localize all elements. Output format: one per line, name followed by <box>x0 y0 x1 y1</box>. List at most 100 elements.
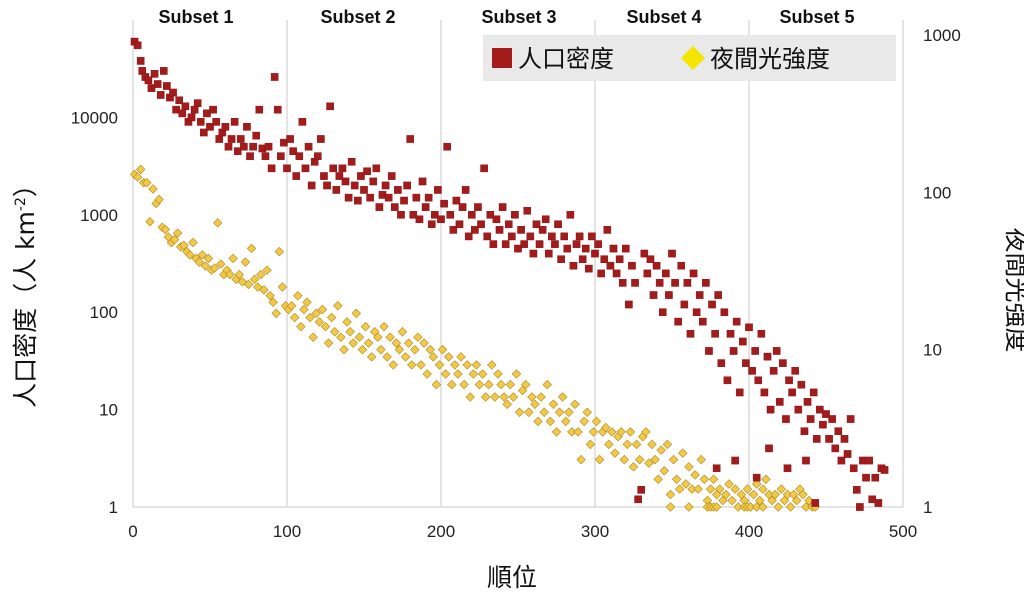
population-point-137 <box>551 240 559 248</box>
population-point-47 <box>273 105 282 114</box>
population-point-45 <box>267 164 276 173</box>
population-point-227 <box>828 415 836 423</box>
population-point-233 <box>846 415 855 423</box>
light-point-176 <box>671 474 682 485</box>
y-left-tick-label-3: 1000 <box>80 206 118 225</box>
light-point-37 <box>243 279 254 290</box>
population-point-66 <box>332 186 341 194</box>
light-point-114 <box>480 392 491 402</box>
population-point-5 <box>144 76 153 85</box>
population-point-168 <box>646 255 655 264</box>
population-point-100 <box>437 215 445 224</box>
light-point-137 <box>551 427 562 437</box>
light-point-48 <box>277 282 288 292</box>
light-point-202 <box>751 479 762 489</box>
x-axis-title: 順位 <box>487 563 537 592</box>
light-point-160 <box>622 439 633 450</box>
population-point-33 <box>230 118 239 126</box>
population-point-99 <box>434 186 442 194</box>
light-point-54 <box>296 321 306 332</box>
population-point-129 <box>526 232 535 241</box>
light-point-155 <box>607 427 617 437</box>
axes: 0 100 200 300 400 500 1 10 100 1000 10000 1 10 100 100… <box>71 26 961 541</box>
population-point-244 <box>880 466 889 474</box>
light-point-153 <box>601 422 611 433</box>
population-point-87 <box>397 210 405 219</box>
light-point-190 <box>715 484 725 494</box>
legend: 人口密度 夜間光強度 <box>483 35 896 81</box>
population-point-148 <box>585 264 593 273</box>
population-point-169 <box>649 291 658 299</box>
light-point-199 <box>742 484 753 494</box>
population-point-55 <box>298 118 307 126</box>
light-point-79 <box>373 332 383 342</box>
y-right-tick-label-2: 100 <box>923 183 951 202</box>
light-point-139 <box>557 392 568 402</box>
light-point-156 <box>610 448 620 458</box>
light-point-5 <box>145 217 155 227</box>
population-point-181 <box>686 330 695 338</box>
population-point-199 <box>742 359 750 367</box>
population-point-85 <box>391 203 399 211</box>
light-point-162 <box>628 462 639 472</box>
population-point-174 <box>665 291 673 299</box>
population-point-161 <box>625 300 633 309</box>
light-point-8 <box>154 194 164 205</box>
population-point-155 <box>606 261 615 270</box>
population-point-32 <box>227 135 236 143</box>
population-point-209 <box>772 347 781 355</box>
light-point-183 <box>693 484 703 494</box>
population-point-74 <box>357 172 365 180</box>
population-point-69 <box>341 177 350 186</box>
light-point-19 <box>188 237 198 248</box>
population-point-206 <box>763 352 772 361</box>
population-point-151 <box>594 240 602 248</box>
light-point-164 <box>634 454 645 465</box>
light-point-150 <box>591 416 602 427</box>
light-point-1 <box>132 172 143 182</box>
population-point-224 <box>819 420 827 429</box>
light-point-125 <box>514 407 525 418</box>
population-point-225 <box>822 410 830 418</box>
population-point-246 <box>765 444 773 453</box>
light-point-180 <box>684 462 694 472</box>
light-point-14 <box>172 228 183 238</box>
population-point-186 <box>702 279 710 287</box>
light-point-116 <box>487 360 497 370</box>
light-point-105 <box>453 369 463 379</box>
light-point-76 <box>363 338 374 348</box>
light-point-22 <box>197 250 208 260</box>
light-point-227 <box>711 502 722 512</box>
light-point-38 <box>246 243 257 254</box>
population-point-36 <box>240 142 248 151</box>
population-point-8 <box>153 80 162 88</box>
light-point-113 <box>477 369 488 379</box>
population-point-210 <box>776 398 784 406</box>
light-point-129 <box>527 392 537 402</box>
population-point-19 <box>187 113 196 122</box>
light-point-104 <box>450 360 460 370</box>
light-point-188 <box>708 474 719 485</box>
light-point-106 <box>456 352 466 362</box>
light-point-67 <box>336 332 346 342</box>
light-point-31 <box>225 269 235 280</box>
population-point-56 <box>301 164 310 173</box>
population-point-13 <box>169 88 177 97</box>
population-point-64 <box>326 102 334 111</box>
population-point-20 <box>190 105 199 114</box>
light-point-132 <box>536 392 546 402</box>
population-point-54 <box>295 152 304 160</box>
y-left-title-close: ） <box>11 172 40 197</box>
x-tick-label-5: 500 <box>889 522 917 541</box>
light-point-13 <box>169 234 180 245</box>
light-point-148 <box>585 439 596 450</box>
light-point-222 <box>665 502 676 512</box>
population-point-123 <box>508 232 516 241</box>
population-point-153 <box>600 255 609 264</box>
population-point-235 <box>853 486 861 494</box>
population-point-110 <box>468 210 476 219</box>
population-point-44 <box>264 142 273 151</box>
y-right-tick-label-3: 1000 <box>923 26 961 45</box>
population-point-239 <box>865 456 873 465</box>
light-point-100 <box>437 344 448 355</box>
